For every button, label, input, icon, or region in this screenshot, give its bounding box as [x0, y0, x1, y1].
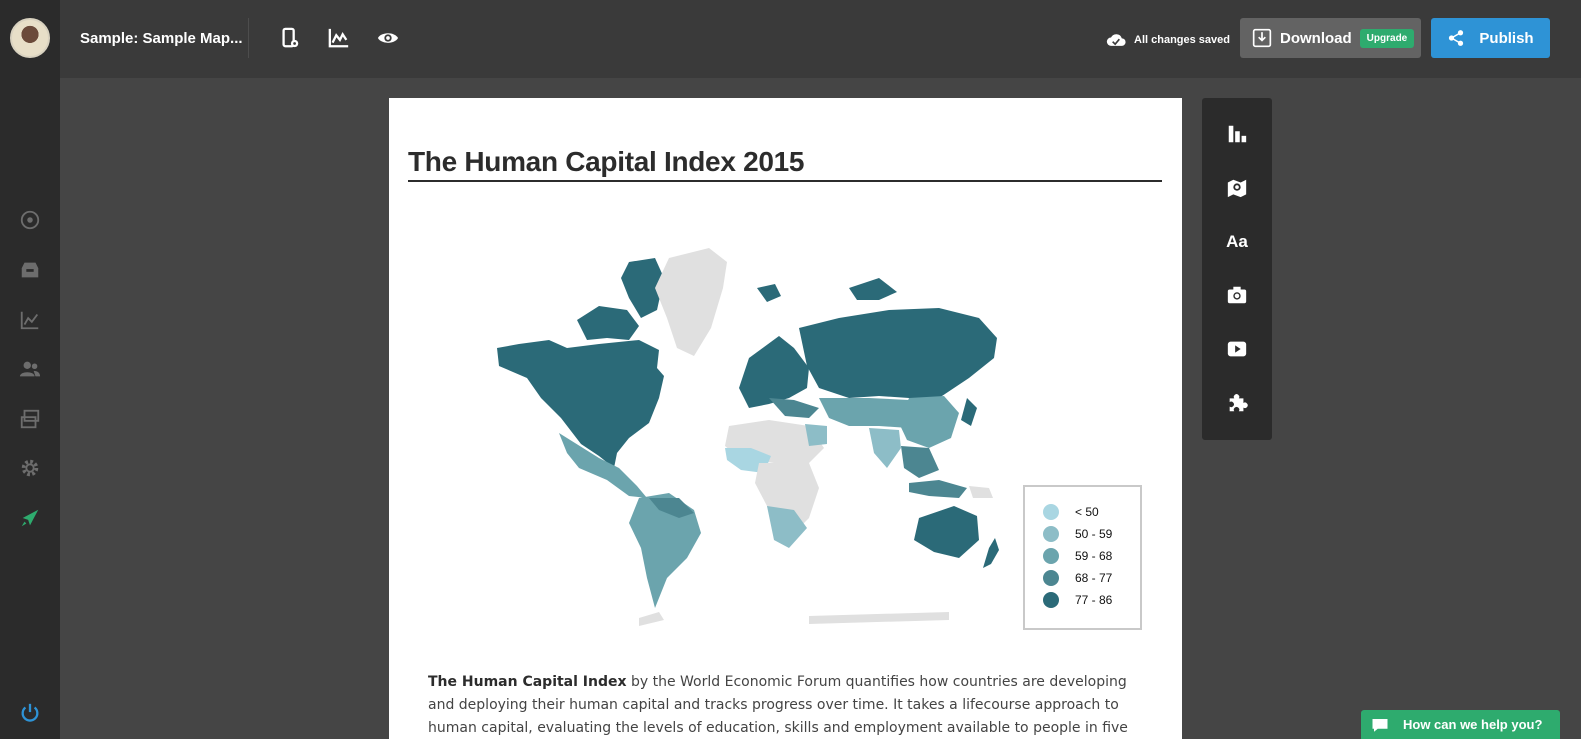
avatar[interactable]	[10, 18, 50, 58]
legend-swatch	[1043, 504, 1059, 520]
paragraph-bold-lead: The Human Capital Index	[428, 674, 627, 690]
download-label: Download	[1280, 29, 1352, 47]
chat-bubble-icon	[1372, 718, 1388, 732]
preview-eye-icon[interactable]	[376, 26, 400, 50]
help-label: How can we help you?	[1403, 717, 1543, 732]
settings-icon[interactable]	[18, 456, 42, 480]
paragraph-text: by the World Economic Forum quantifies h…	[428, 674, 1128, 736]
inbox-icon[interactable]	[18, 258, 42, 282]
legend-item: < 50	[1043, 501, 1140, 523]
map-region-greenland	[655, 248, 727, 356]
puzzle-icon[interactable]	[1225, 391, 1249, 415]
map-region-europe	[739, 336, 809, 408]
map-region-arctic-islands	[577, 306, 639, 340]
analytics-chart-icon[interactable]	[327, 26, 351, 50]
legend-swatch	[1043, 526, 1059, 542]
camera-icon[interactable]	[1225, 283, 1249, 307]
rocket-icon[interactable]	[18, 506, 42, 530]
body-paragraph[interactable]: The Human Capital Index by the World Eco…	[428, 671, 1140, 739]
legend-label: 77 - 86	[1075, 593, 1113, 607]
legend-swatch	[1043, 592, 1059, 608]
text-icon[interactable]: Aa	[1225, 230, 1249, 254]
publish-button[interactable]: Publish	[1431, 18, 1550, 58]
map-region-new-zealand	[983, 538, 999, 568]
download-icon	[1252, 28, 1272, 48]
legend-swatch	[1043, 548, 1059, 564]
map-region-antarctica	[639, 612, 949, 626]
map-region-europe-south	[769, 398, 819, 418]
toolbar-divider	[248, 18, 249, 58]
analytics-icon[interactable]	[18, 308, 42, 332]
page-title[interactable]: The Human Capital Index 2015	[408, 146, 1162, 182]
map-region-central-america	[559, 433, 647, 498]
map-region-southern-africa	[767, 506, 807, 548]
infographic-page: The Human Capital Index 2015	[389, 98, 1182, 739]
text-icon-label: Aa	[1226, 232, 1248, 251]
upgrade-badge[interactable]: Upgrade	[1359, 28, 1415, 48]
legend-label: < 50	[1075, 505, 1099, 519]
legend-item: 50 - 59	[1043, 523, 1140, 545]
video-icon[interactable]	[1225, 337, 1249, 361]
map-region-south-america	[629, 493, 701, 608]
map-region-south-america-north	[649, 498, 694, 518]
mobile-settings-icon[interactable]	[278, 26, 302, 50]
world-choropleth-map[interactable]	[489, 248, 1119, 628]
legend-label: 68 - 77	[1075, 571, 1113, 585]
publish-label: Publish	[1479, 29, 1534, 47]
legend-label: 50 - 59	[1075, 527, 1113, 541]
save-status: All changes saved	[1106, 30, 1230, 50]
chart-icon[interactable]	[1225, 122, 1249, 146]
legend-label: 59 - 68	[1075, 549, 1113, 563]
download-button[interactable]: Download Upgrade	[1240, 18, 1421, 58]
projects-icon[interactable]	[18, 407, 42, 431]
map-region-india	[869, 428, 901, 468]
map-region-southeast-asia	[901, 446, 939, 478]
legend-item: 68 - 77	[1043, 567, 1140, 589]
team-icon[interactable]	[18, 357, 42, 381]
map-region-north-america	[497, 340, 664, 468]
map-region-japan	[961, 398, 977, 426]
cloud-check-icon	[1106, 34, 1126, 46]
left-sidebar	[0, 0, 60, 739]
map-region-new-guinea	[969, 486, 993, 498]
top-bar: Sample: Sample Map... All changes saved …	[60, 0, 1581, 78]
widget-toolbar: Aa	[1202, 98, 1272, 440]
map-region-china	[899, 396, 959, 448]
map-region-russia	[799, 308, 997, 398]
legend-item: 59 - 68	[1043, 545, 1140, 567]
map-region-iceland	[757, 284, 781, 302]
add-icon[interactable]	[18, 208, 42, 232]
map-region-indonesia	[909, 480, 967, 498]
map-icon[interactable]	[1225, 176, 1249, 200]
map-legend: < 50 50 - 59 59 - 68 68 - 77 77 - 86	[1023, 485, 1142, 630]
legend-swatch	[1043, 570, 1059, 586]
map-region-australia	[914, 506, 979, 558]
save-status-text: All changes saved	[1134, 34, 1230, 46]
document-title[interactable]: Sample: Sample Map...	[80, 30, 243, 47]
map-region-arctic-russia	[849, 278, 897, 300]
power-icon[interactable]	[18, 701, 42, 725]
map-region-egypt	[805, 424, 827, 446]
share-icon	[1449, 30, 1464, 46]
legend-item: 77 - 86	[1043, 589, 1140, 611]
map-region-baffin	[621, 258, 664, 318]
help-chat-button[interactable]: How can we help you?	[1361, 710, 1560, 739]
